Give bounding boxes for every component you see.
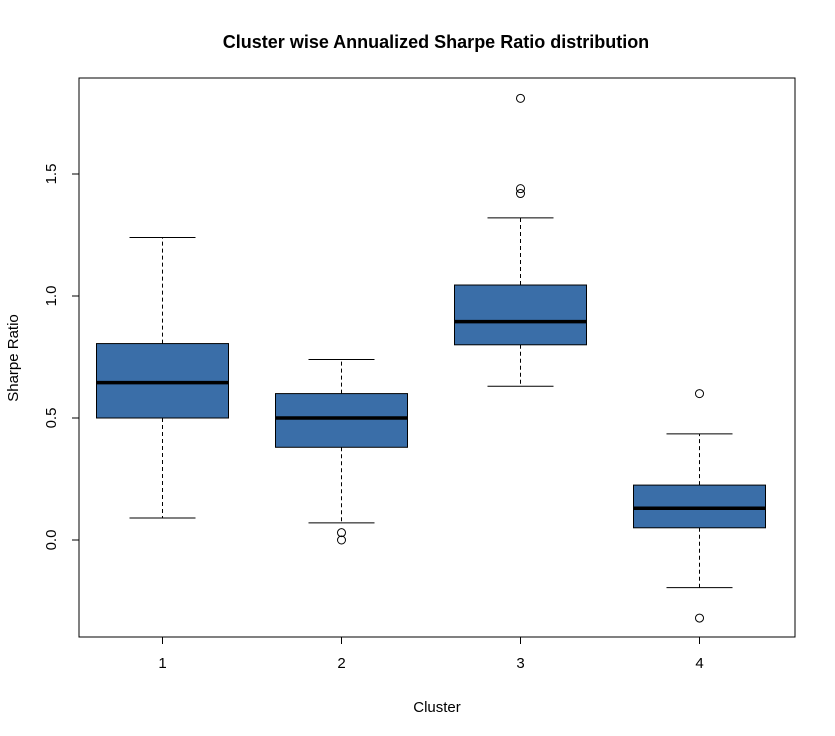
box-cluster-4 (633, 389, 766, 623)
x-axis: 1 2 3 4 (158, 636, 704, 672)
outlier-point (516, 93, 525, 103)
outlier-point (337, 535, 346, 545)
iqr-box (454, 284, 587, 346)
y-axis-label: Sharpe Ratio (5, 314, 22, 402)
x-axis-label: Cluster (413, 699, 461, 716)
chart-title: Cluster wise Annualized Sharpe Ratio dis… (223, 32, 649, 52)
outlier-point (695, 389, 704, 399)
outlier-point (516, 184, 525, 194)
boxes (96, 93, 766, 623)
iqr-box (96, 343, 229, 419)
y-tick-label: 1.5 (43, 164, 60, 185)
iqr-box (633, 484, 766, 529)
box-cluster-3 (454, 93, 587, 387)
y-tick-label: 0.5 (43, 408, 60, 429)
outlier-point (695, 613, 704, 623)
outlier-point (337, 528, 346, 538)
x-tick-label: 1 (158, 655, 166, 672)
iqr-box (275, 393, 408, 448)
y-tick-label: 1.0 (43, 286, 60, 307)
x-tick-label: 4 (695, 655, 703, 672)
outlier-point (516, 189, 525, 199)
x-tick-label: 2 (337, 655, 345, 672)
box-cluster-1 (96, 236, 229, 519)
y-axis: 0.0 0.5 1.0 1.5 (43, 164, 80, 551)
x-tick-label: 3 (516, 655, 524, 672)
y-tick-label: 0.0 (43, 530, 60, 551)
box-cluster-2 (275, 358, 408, 545)
